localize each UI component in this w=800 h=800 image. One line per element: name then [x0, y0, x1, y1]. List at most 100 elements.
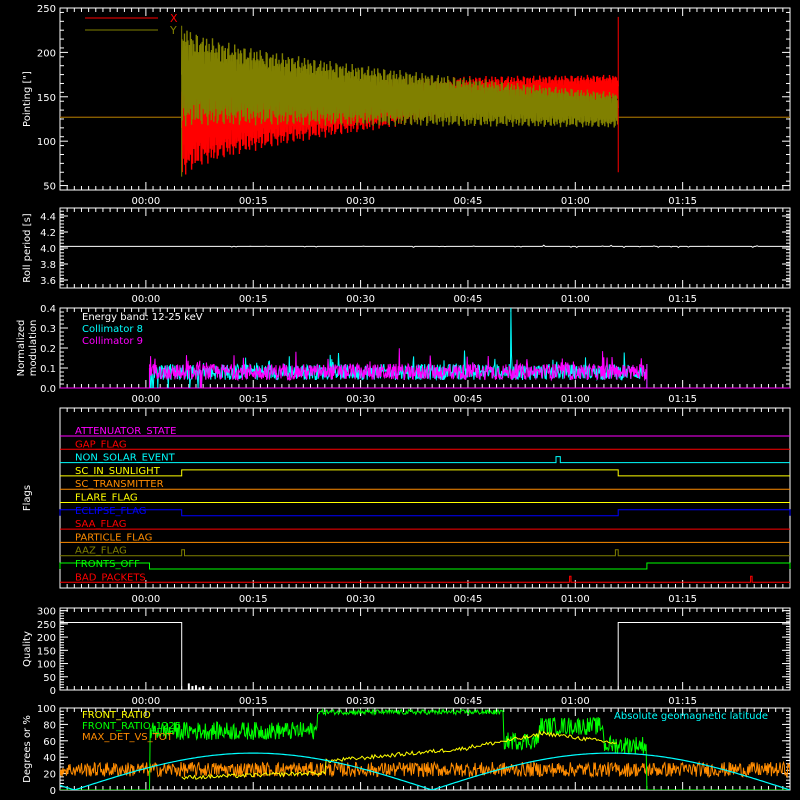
legend-label: FRONT_RATIO: [82, 710, 151, 721]
panel-pointing: 00:00 00:15 00:30 00:45 01:00 01:15 Pointing […: [22, 4, 791, 207]
x-tick-label: 01:00: [561, 294, 590, 305]
flag-line: [60, 575, 790, 583]
y-axis-label: modulation: [28, 320, 39, 377]
panel-quality: 00:00 00:15 00:30 00:45 01:00 01:15 Quality 0 50…: [22, 607, 791, 707]
x-tick-label: 00:45: [454, 294, 483, 305]
flag-label: SC_TRANSMITTER: [75, 479, 164, 490]
flag-fronts-off: FRONTS_OFF: [59, 559, 791, 570]
flag-label: FLARE_FLAG: [75, 493, 138, 504]
flag-label: NON_SOLAR_EVENT: [75, 453, 176, 464]
x-tick-label: 00:15: [239, 394, 268, 405]
series-line: [60, 622, 790, 691]
x-tick-label: 01:15: [668, 594, 697, 605]
x-tick-label: 00:00: [131, 196, 160, 207]
series-line: [60, 708, 790, 790]
x-tick-label: 01:00: [561, 696, 590, 707]
y-axis-label: Flags: [22, 485, 33, 511]
flag-label: GAP_FLAG: [75, 439, 127, 450]
series-line: [60, 752, 790, 790]
x-tick-label: 00:15: [239, 196, 268, 207]
flag-eclipse-flag: ECLIPSE_FLAG: [59, 506, 791, 517]
x-tick-label: 00:30: [346, 696, 375, 707]
y-tick-label: 250: [37, 620, 56, 631]
flag-label: SC_IN_SUNLIGHT: [75, 466, 161, 477]
y-tick-label: 80: [43, 720, 56, 731]
x-tick-label: 00:15: [239, 594, 268, 605]
series-line: [149, 348, 648, 388]
y-axis-label: Quality: [22, 631, 33, 667]
ratio-series: [60, 708, 790, 790]
x-tick-label: 01:15: [668, 196, 697, 207]
y-axis-label: Normalized: [16, 320, 27, 377]
flag-sc-transmitter: SC_TRANSMITTER: [60, 479, 790, 490]
x-tick-label: 00:15: [239, 294, 268, 305]
flag-saa-flag: SAA_FLAG: [60, 519, 790, 530]
flag-line: [59, 509, 791, 517]
flag-label: BAD_PACKETS: [75, 572, 146, 583]
flag-gap-flag: GAP_FLAG: [60, 439, 790, 450]
panel-roll: 00:00 00:15 00:30 00:45 01:00 01:15 Roll perio…: [22, 207, 791, 305]
flag-label: AAZ_FLAG: [75, 546, 127, 557]
series-line: [181, 729, 617, 780]
x-tick-label: 00:15: [239, 696, 268, 707]
flag-flare-flag: FLARE_FLAG: [60, 493, 790, 504]
series-line: [181, 30, 619, 128]
y-tick-label: 100: [37, 704, 56, 715]
y-tick-label: 250: [37, 4, 56, 15]
flag-label: FRONTS_OFF: [75, 559, 140, 570]
x-tick-label: 00:45: [454, 196, 483, 207]
x-tick-label: 00:00: [131, 394, 160, 405]
y-tick-label: 4.0: [40, 244, 56, 255]
series-line: [60, 760, 790, 779]
y-tick-label: 50: [43, 182, 56, 193]
flag-attenuator-state: ATTENUATOR_STATE: [60, 426, 790, 437]
flag-line: [59, 562, 791, 570]
y-tick-label: 40: [43, 753, 56, 764]
x-tick-label: 00:30: [346, 594, 375, 605]
y-tick-label: 0.4: [40, 304, 56, 315]
legend-label: Collimator 9: [82, 336, 143, 347]
y-axis-label: Degrees or %: [22, 715, 33, 783]
y-tick-label: 100: [37, 137, 56, 148]
x-tick-label: 00:00: [131, 696, 160, 707]
y-tick-label: 200: [37, 633, 56, 644]
y-tick-label: 4.2: [40, 228, 56, 239]
y-tick-label: 0.1: [40, 364, 56, 375]
flag-label: PARTICLE_FLAG: [75, 532, 152, 543]
annotation: Absolute geomagnetic latitude: [614, 711, 768, 722]
flag-particle-flag: PARTICLE_FLAG: [60, 532, 790, 543]
legend-label: Y: [169, 24, 177, 37]
y-axis-label: Roll period [s]: [22, 213, 33, 282]
y-tick-label: 150: [37, 93, 56, 104]
flag-line: [60, 456, 790, 464]
y-axis-label: Pointing ["]: [22, 71, 33, 127]
x-tick-label: 01:00: [561, 594, 590, 605]
legend-label: X: [170, 12, 178, 25]
flag-bad-packets: BAD_PACKETS: [60, 572, 790, 583]
x-tick-label: 01:15: [668, 294, 697, 305]
x-tick-label: 00:00: [131, 594, 160, 605]
y-tick-label: 100: [37, 660, 56, 671]
y-tick-label: 60: [43, 737, 56, 748]
flag-line: [60, 469, 790, 477]
y-tick-label: 3.8: [40, 260, 56, 271]
legend-label: Collimator 8: [82, 324, 143, 335]
legend-label: MAX_DET_VS_TOT: [82, 732, 174, 743]
x-tick-label: 00:45: [454, 394, 483, 405]
panel-ratios: Degrees or % 0 20 40 60 80 100 FRONT_RATIOFRONT…: [22, 704, 791, 797]
panel-modulation: 00:00 00:15 00:30 00:45 01:00 01:15 Normalized…: [16, 304, 791, 405]
x-tick-label: 00:45: [454, 594, 483, 605]
flag-label: ECLIPSE_FLAG: [75, 506, 146, 517]
y-tick-label: 4.4: [40, 212, 56, 223]
x-tick-label: 01:00: [561, 394, 590, 405]
x-tick-label: 01:00: [561, 196, 590, 207]
panel-flags: 00:00 00:15 00:30 00:45 01:00 01:15 Flags ATTEN…: [22, 407, 791, 605]
flag-label: ATTENUATOR_STATE: [75, 426, 176, 437]
flag-sc-in-sunlight: SC_IN_SUNLIGHT: [60, 466, 790, 477]
y-tick-label: 200: [37, 48, 56, 59]
flag-non-solar-event: NON_SOLAR_EVENT: [60, 453, 790, 464]
y-tick-label: 50: [43, 673, 56, 684]
y-tick-label: 3.6: [40, 276, 56, 287]
series-line: [60, 244, 789, 249]
